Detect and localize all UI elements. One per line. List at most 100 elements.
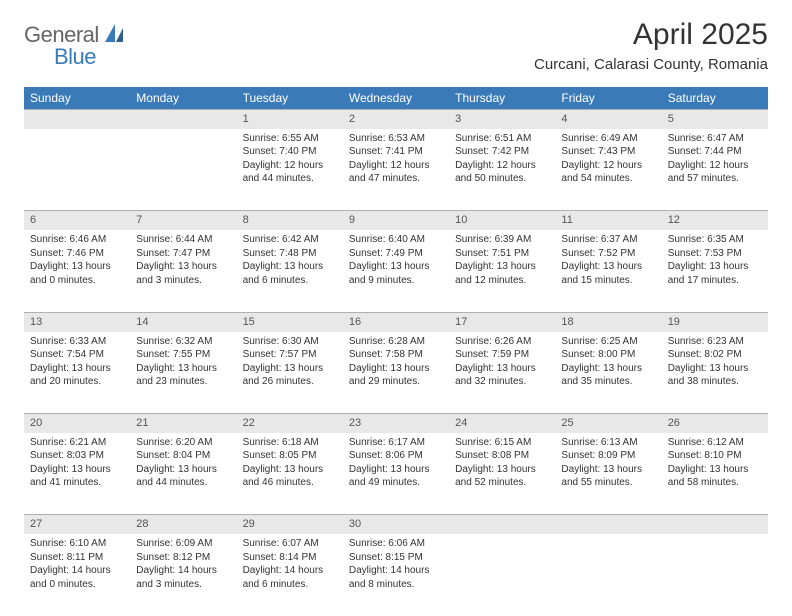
day-daylight2: and 49 minutes.: [349, 476, 443, 490]
day-cell: Sunrise: 6:35 AMSunset: 7:53 PMDaylight:…: [662, 230, 768, 312]
day-cell: [449, 534, 555, 616]
daynum-row: 27282930: [24, 515, 768, 534]
day-sunrise: Sunrise: 6:49 AM: [561, 132, 655, 146]
day-sunrise: Sunrise: 6:09 AM: [136, 537, 230, 551]
weekday-header-row: Sunday Monday Tuesday Wednesday Thursday…: [24, 87, 768, 110]
day-daylight1: Daylight: 13 hours: [668, 260, 762, 274]
day-daylight1: Daylight: 13 hours: [561, 362, 655, 376]
day-content-row: Sunrise: 6:10 AMSunset: 8:11 PMDaylight:…: [24, 534, 768, 616]
weekday-header: Wednesday: [343, 87, 449, 110]
day-daylight1: Daylight: 12 hours: [561, 159, 655, 173]
day-sunset: Sunset: 7:47 PM: [136, 247, 230, 261]
day-cell: Sunrise: 6:33 AMSunset: 7:54 PMDaylight:…: [24, 332, 130, 414]
day-daylight1: Daylight: 13 hours: [30, 260, 124, 274]
day-sunset: Sunset: 7:46 PM: [30, 247, 124, 261]
day-number: 14: [130, 312, 236, 331]
day-number: 16: [343, 312, 449, 331]
day-cell: Sunrise: 6:18 AMSunset: 8:05 PMDaylight:…: [237, 433, 343, 515]
day-sunset: Sunset: 7:44 PM: [668, 145, 762, 159]
day-number: 20: [24, 414, 130, 433]
day-sunset: Sunset: 7:51 PM: [455, 247, 549, 261]
day-daylight1: Daylight: 13 hours: [349, 463, 443, 477]
day-cell: Sunrise: 6:25 AMSunset: 8:00 PMDaylight:…: [555, 332, 661, 414]
day-sunset: Sunset: 7:41 PM: [349, 145, 443, 159]
day-cell: Sunrise: 6:47 AMSunset: 7:44 PMDaylight:…: [662, 129, 768, 211]
day-daylight1: Daylight: 13 hours: [30, 362, 124, 376]
day-cell: Sunrise: 6:09 AMSunset: 8:12 PMDaylight:…: [130, 534, 236, 616]
day-cell: Sunrise: 6:42 AMSunset: 7:48 PMDaylight:…: [237, 230, 343, 312]
day-cell: Sunrise: 6:53 AMSunset: 7:41 PMDaylight:…: [343, 129, 449, 211]
day-content-row: Sunrise: 6:46 AMSunset: 7:46 PMDaylight:…: [24, 230, 768, 312]
day-daylight1: Daylight: 13 hours: [561, 463, 655, 477]
day-number: 26: [662, 414, 768, 433]
day-sunrise: Sunrise: 6:18 AM: [243, 436, 337, 450]
day-number: 2: [343, 110, 449, 129]
day-cell: Sunrise: 6:28 AMSunset: 7:58 PMDaylight:…: [343, 332, 449, 414]
day-cell: Sunrise: 6:30 AMSunset: 7:57 PMDaylight:…: [237, 332, 343, 414]
day-content-row: Sunrise: 6:55 AMSunset: 7:40 PMDaylight:…: [24, 129, 768, 211]
day-daylight1: Daylight: 13 hours: [561, 260, 655, 274]
day-daylight1: Daylight: 13 hours: [243, 260, 337, 274]
day-daylight1: Daylight: 12 hours: [455, 159, 549, 173]
weekday-header: Tuesday: [237, 87, 343, 110]
day-number: 9: [343, 211, 449, 230]
day-sunrise: Sunrise: 6:44 AM: [136, 233, 230, 247]
day-number: [130, 110, 236, 129]
day-cell: [662, 534, 768, 616]
day-daylight1: Daylight: 12 hours: [349, 159, 443, 173]
day-sunset: Sunset: 8:00 PM: [561, 348, 655, 362]
day-number: 7: [130, 211, 236, 230]
day-number: 8: [237, 211, 343, 230]
day-daylight1: Daylight: 13 hours: [668, 463, 762, 477]
day-sunset: Sunset: 7:40 PM: [243, 145, 337, 159]
day-sunset: Sunset: 8:05 PM: [243, 449, 337, 463]
day-daylight2: and 58 minutes.: [668, 476, 762, 490]
day-sunrise: Sunrise: 6:35 AM: [668, 233, 762, 247]
day-sunset: Sunset: 8:10 PM: [668, 449, 762, 463]
day-cell: Sunrise: 6:49 AMSunset: 7:43 PMDaylight:…: [555, 129, 661, 211]
weekday-header: Sunday: [24, 87, 130, 110]
day-daylight2: and 52 minutes.: [455, 476, 549, 490]
weekday-header: Thursday: [449, 87, 555, 110]
day-daylight2: and 6 minutes.: [243, 578, 337, 592]
day-cell: [24, 129, 130, 211]
header: General Blue April 2025 Curcani, Calaras…: [24, 18, 768, 73]
day-cell: Sunrise: 6:10 AMSunset: 8:11 PMDaylight:…: [24, 534, 130, 616]
day-number: 15: [237, 312, 343, 331]
day-sunset: Sunset: 7:52 PM: [561, 247, 655, 261]
day-number: [449, 515, 555, 534]
day-daylight2: and 26 minutes.: [243, 375, 337, 389]
day-cell: Sunrise: 6:23 AMSunset: 8:02 PMDaylight:…: [662, 332, 768, 414]
day-daylight2: and 3 minutes.: [136, 578, 230, 592]
day-sunset: Sunset: 8:08 PM: [455, 449, 549, 463]
day-sunset: Sunset: 7:59 PM: [455, 348, 549, 362]
day-sunrise: Sunrise: 6:06 AM: [349, 537, 443, 551]
day-daylight2: and 17 minutes.: [668, 274, 762, 288]
day-sunrise: Sunrise: 6:12 AM: [668, 436, 762, 450]
day-cell: Sunrise: 6:17 AMSunset: 8:06 PMDaylight:…: [343, 433, 449, 515]
day-sunset: Sunset: 7:54 PM: [30, 348, 124, 362]
day-sunset: Sunset: 7:58 PM: [349, 348, 443, 362]
day-cell: Sunrise: 6:44 AMSunset: 7:47 PMDaylight:…: [130, 230, 236, 312]
day-content-row: Sunrise: 6:33 AMSunset: 7:54 PMDaylight:…: [24, 332, 768, 414]
day-cell: Sunrise: 6:15 AMSunset: 8:08 PMDaylight:…: [449, 433, 555, 515]
day-cell: Sunrise: 6:39 AMSunset: 7:51 PMDaylight:…: [449, 230, 555, 312]
daynum-row: 13141516171819: [24, 312, 768, 331]
day-cell: [555, 534, 661, 616]
day-sunrise: Sunrise: 6:46 AM: [30, 233, 124, 247]
day-number: 29: [237, 515, 343, 534]
day-daylight2: and 55 minutes.: [561, 476, 655, 490]
day-daylight2: and 15 minutes.: [561, 274, 655, 288]
day-number: 17: [449, 312, 555, 331]
day-number: [662, 515, 768, 534]
day-daylight2: and 38 minutes.: [668, 375, 762, 389]
day-sunrise: Sunrise: 6:13 AM: [561, 436, 655, 450]
day-sunrise: Sunrise: 6:26 AM: [455, 335, 549, 349]
day-cell: Sunrise: 6:06 AMSunset: 8:15 PMDaylight:…: [343, 534, 449, 616]
day-daylight1: Daylight: 12 hours: [668, 159, 762, 173]
day-daylight1: Daylight: 13 hours: [349, 260, 443, 274]
day-number: 5: [662, 110, 768, 129]
day-cell: Sunrise: 6:07 AMSunset: 8:14 PMDaylight:…: [237, 534, 343, 616]
day-number: 18: [555, 312, 661, 331]
day-daylight1: Daylight: 12 hours: [243, 159, 337, 173]
